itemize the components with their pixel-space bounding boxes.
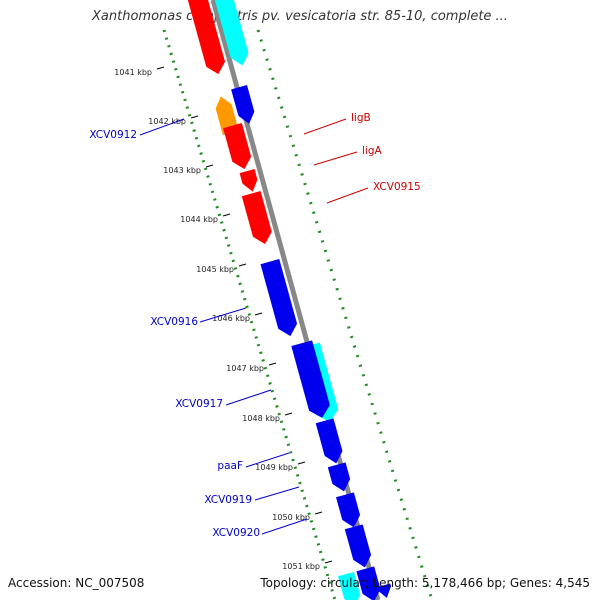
gene-label-line bbox=[261, 518, 308, 535]
inner-ruler-line bbox=[162, 29, 337, 600]
gene-label-line bbox=[245, 452, 290, 468]
gene-features bbox=[187, 0, 392, 600]
gene-label[interactable]: XCV0919 bbox=[204, 494, 252, 506]
gene-label-line bbox=[225, 389, 272, 406]
gene-feature-cyan[interactable] bbox=[212, 0, 249, 66]
tick-label: 1041 kbp bbox=[114, 68, 152, 77]
tick-label: 1051 kbp bbox=[282, 562, 320, 571]
gene-label[interactable]: ligB bbox=[351, 112, 371, 124]
gene-feature-red[interactable] bbox=[223, 122, 252, 170]
tick-label: 1048 kbp bbox=[242, 414, 280, 423]
topology-text: Topology: circular; Length: 5,178,466 bp… bbox=[260, 576, 590, 590]
gene-feature-blue[interactable] bbox=[356, 566, 381, 600]
gene-label[interactable]: XCV0916 bbox=[150, 316, 198, 328]
gene-feature-blue[interactable] bbox=[327, 462, 351, 492]
tick-mark bbox=[190, 115, 199, 119]
ruler-ticks: 1041 kbp 1042 kbp 1043 kbp 1044 kbp 1045 kbp… bbox=[114, 66, 333, 571]
accession-text: Accession: NC_007508 bbox=[8, 576, 145, 590]
gene-label[interactable]: XCV0912 bbox=[89, 129, 137, 141]
ruler-lines bbox=[162, 29, 434, 600]
gene-label-line bbox=[139, 118, 185, 136]
gene-label[interactable]: XCV0920 bbox=[212, 527, 260, 539]
gene-feature-blue[interactable] bbox=[291, 340, 330, 418]
tick-mark bbox=[297, 461, 306, 465]
gene-feature-blue[interactable] bbox=[344, 524, 372, 568]
gene-label-line bbox=[313, 151, 358, 166]
tick-label: 1047 kbp bbox=[226, 364, 264, 373]
gene-feature-blue[interactable] bbox=[376, 583, 392, 599]
gene-label[interactable]: paaF bbox=[217, 460, 243, 472]
tick-mark bbox=[222, 213, 231, 217]
gene-label[interactable]: XCV0917 bbox=[175, 398, 223, 410]
gene-label[interactable]: ligA bbox=[362, 145, 382, 157]
tick-label: 1044 kbp bbox=[180, 215, 218, 224]
gene-feature-blue[interactable] bbox=[335, 492, 361, 528]
gene-label[interactable]: XCV0915 bbox=[373, 181, 421, 193]
tick-mark bbox=[238, 263, 247, 267]
gene-feature-blue[interactable] bbox=[231, 84, 255, 124]
tick-mark bbox=[254, 312, 263, 316]
gene-label-line bbox=[254, 486, 300, 501]
tick-mark bbox=[284, 412, 293, 416]
gene-label-line bbox=[326, 187, 369, 204]
tick-label: 1042 kbp bbox=[148, 117, 186, 126]
tick-label: 1049 kbp bbox=[255, 463, 293, 472]
gene-feature-red[interactable] bbox=[241, 190, 272, 245]
gene-feature-blue[interactable] bbox=[315, 418, 343, 464]
tick-label: 1046 kbp bbox=[212, 314, 250, 323]
tick-mark bbox=[156, 66, 165, 70]
tick-label: 1043 kbp bbox=[163, 166, 201, 175]
gene-feature-red[interactable] bbox=[187, 0, 226, 75]
tick-mark bbox=[314, 511, 323, 515]
gene-feature-blue[interactable] bbox=[260, 258, 298, 337]
tick-mark bbox=[205, 164, 214, 168]
tick-mark bbox=[324, 560, 333, 564]
gene-feature-cyan[interactable] bbox=[337, 571, 361, 600]
tick-mark bbox=[268, 362, 277, 366]
tick-label: 1050 kbp bbox=[272, 513, 310, 522]
gene-label-line bbox=[199, 307, 247, 323]
tick-label: 1045 kbp bbox=[196, 265, 234, 274]
gene-feature-red[interactable] bbox=[239, 168, 258, 192]
gene-label-line bbox=[303, 118, 347, 135]
gene-labels: ligB ligA XCV0915 XCV0912 XCV0916 XCV0917 paaF… bbox=[89, 112, 420, 539]
